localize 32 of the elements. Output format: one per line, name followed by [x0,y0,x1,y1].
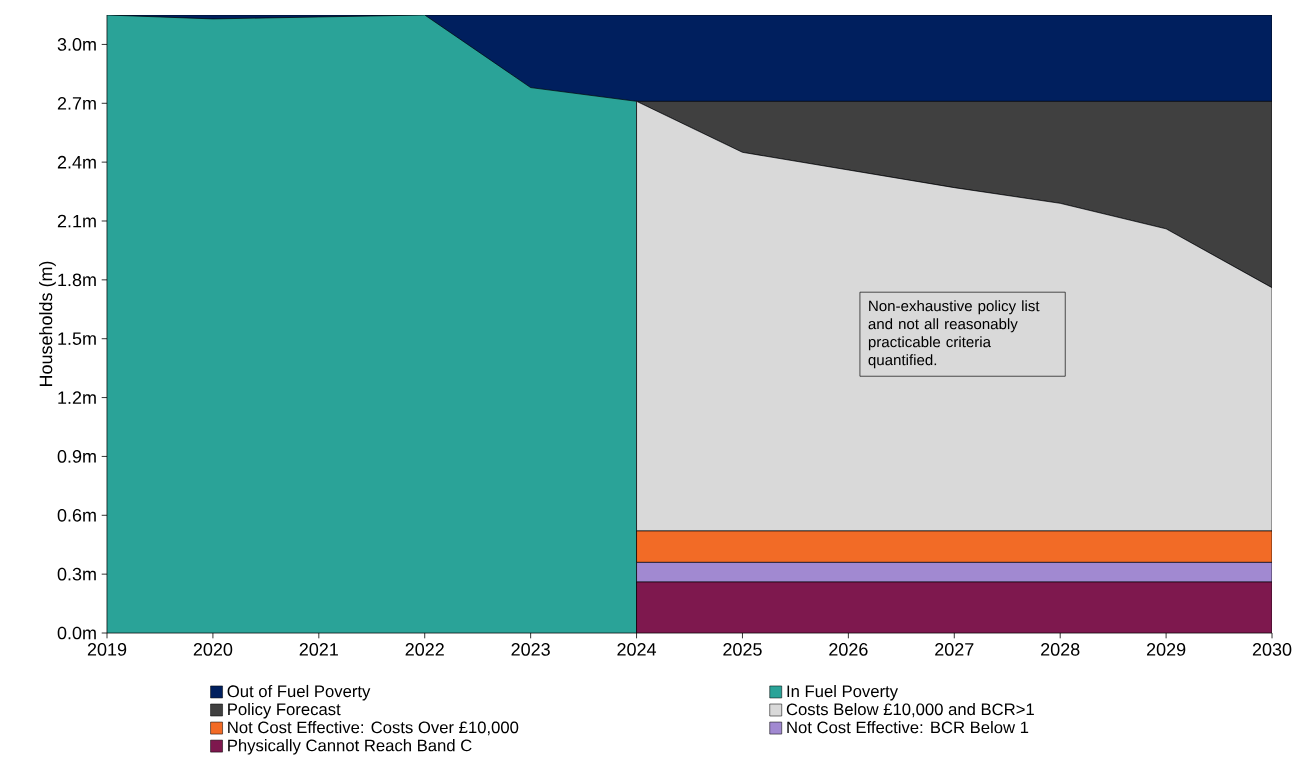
x-tick-label: 2030 [1252,643,1292,656]
y-tick-label: 2.7m [57,97,96,110]
y-tick-label: 3.0m [57,38,96,51]
legend-label: Not Cost Effective: BCR Below 1 [787,721,1029,734]
x-tick-label: 2020 [193,643,233,656]
x-tick-label: 2029 [1146,643,1186,656]
y-tick-label: 1.2m [58,391,96,404]
y-tick-label: 0.9m [57,450,96,463]
legend-label: Physically Cannot Reach Band C [228,739,472,755]
x-tick-label: 2026 [829,643,868,656]
y-tick-label: 1.8m [58,273,96,287]
x-tick-label: 2023 [511,643,550,656]
legend-label: Costs Below £10,000 and BCR>1 [786,702,1034,718]
y-tick-label: 0.3m [57,567,96,581]
y-tick-label: 2.1m [57,214,96,228]
x-tick-label: 2021 [299,643,338,656]
x-tick-label: 2027 [935,643,974,656]
x-tick-label: 2022 [405,643,444,656]
y-tick-label: 1.5m [58,332,96,345]
annotation: Non-exhaustive policy list and not all reasonably practicable criteria quantified. [868,300,1040,369]
legend-label: Not Cost Effective: Costs Over £10,000 [228,721,519,736]
x-tick-label: 2025 [723,643,762,656]
x-tick-label: 2019 [87,643,127,656]
legend-label: Out of Fuel Poverty [227,684,371,701]
x-tick-label: 2024 [617,643,657,656]
y-tick-label: 2.4m [57,155,96,169]
legend-label: In Fuel Poverty [787,684,899,701]
y-axis-title: Households (m) [39,261,56,387]
x-tick-label: 2028 [1041,643,1080,656]
y-tick-label: 0.0m [57,626,96,640]
legend-label: Policy Forecast [228,702,341,719]
y-tick-label: 0.6m [57,508,96,522]
